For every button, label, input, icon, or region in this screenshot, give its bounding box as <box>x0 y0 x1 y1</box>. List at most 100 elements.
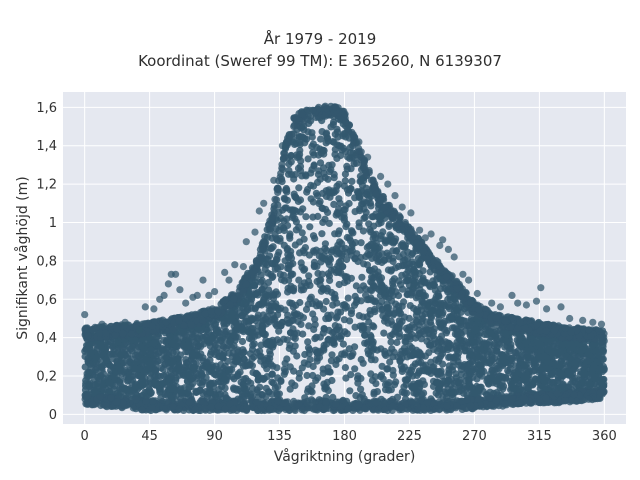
data-point <box>325 219 333 227</box>
data-point <box>369 282 378 290</box>
data-point <box>346 387 354 395</box>
data-point <box>511 349 519 357</box>
data-point <box>324 258 332 266</box>
data-point <box>332 314 341 322</box>
data-point <box>523 373 531 381</box>
data-point <box>275 306 283 314</box>
data-point <box>273 364 281 372</box>
data-point <box>402 337 410 345</box>
data-point <box>465 379 473 387</box>
data-point <box>339 340 347 348</box>
data-point <box>383 304 391 312</box>
data-point <box>303 188 311 196</box>
data-point <box>307 293 315 301</box>
data-point <box>225 368 233 376</box>
data-point <box>278 276 286 284</box>
data-point <box>433 310 441 318</box>
data-point <box>395 302 403 310</box>
data-point <box>268 259 276 267</box>
data-point <box>317 135 325 143</box>
data-point <box>411 271 419 279</box>
data-point <box>373 388 381 396</box>
data-point <box>188 350 197 359</box>
data-point <box>590 361 598 369</box>
data-point <box>311 321 319 329</box>
data-point <box>435 299 443 308</box>
data-point <box>453 307 461 315</box>
data-point <box>232 385 240 393</box>
data-point <box>160 372 168 380</box>
data-point <box>261 265 269 273</box>
data-point <box>299 205 307 213</box>
data-point <box>273 389 281 397</box>
data-point <box>347 310 355 318</box>
data-point <box>320 346 328 354</box>
data-point <box>327 165 335 174</box>
data-point <box>299 286 308 294</box>
data-point <box>304 338 312 346</box>
data-point <box>228 315 236 323</box>
data-point <box>370 222 378 230</box>
data-point <box>404 326 412 334</box>
data-point <box>302 305 311 313</box>
data-point <box>191 363 199 371</box>
data-point <box>328 351 336 359</box>
data-point <box>439 360 447 368</box>
data-point <box>345 345 353 353</box>
data-point <box>357 239 365 247</box>
data-point <box>584 357 592 365</box>
data-point <box>301 265 309 273</box>
data-point <box>345 199 353 208</box>
data-point <box>369 235 377 243</box>
data-point <box>478 372 486 380</box>
data-point <box>305 277 313 285</box>
data-point <box>319 369 327 377</box>
data-point <box>290 367 298 375</box>
data-point <box>468 320 476 328</box>
data-point <box>368 267 376 275</box>
data-point <box>241 386 250 394</box>
data-point <box>330 174 338 182</box>
data-point <box>351 255 359 263</box>
data-point <box>323 246 331 254</box>
data-point <box>205 338 213 347</box>
data-point <box>442 338 450 346</box>
data-point <box>346 352 354 361</box>
data-point <box>304 388 312 396</box>
data-point <box>303 371 311 380</box>
data-point <box>340 216 349 225</box>
data-point <box>351 365 359 373</box>
data-point <box>389 311 397 319</box>
data-point <box>98 363 106 371</box>
data-point <box>264 278 273 287</box>
data-point <box>309 213 317 221</box>
data-point <box>363 313 371 321</box>
data-point <box>207 379 216 387</box>
data-point <box>326 276 334 284</box>
data-point <box>434 290 442 298</box>
data-point <box>184 378 192 386</box>
data-point <box>290 311 298 320</box>
data-point <box>257 357 265 365</box>
data-point <box>182 356 190 364</box>
data-point <box>521 365 529 373</box>
data-point <box>132 381 140 389</box>
data-point <box>285 254 293 262</box>
data-point <box>470 341 478 349</box>
data-point <box>128 372 136 380</box>
data-point <box>254 311 262 319</box>
data-point <box>117 367 125 375</box>
data-point <box>280 217 288 225</box>
data-point <box>428 298 436 306</box>
data-point <box>496 372 504 380</box>
data-point <box>418 318 426 326</box>
data-point <box>360 205 368 213</box>
data-point <box>408 384 416 392</box>
data-point <box>420 380 428 388</box>
data-point <box>363 261 372 269</box>
data-point <box>354 372 362 380</box>
data-point <box>328 376 336 385</box>
data-point <box>414 292 422 300</box>
data-point <box>386 332 394 340</box>
data-point <box>309 300 317 308</box>
